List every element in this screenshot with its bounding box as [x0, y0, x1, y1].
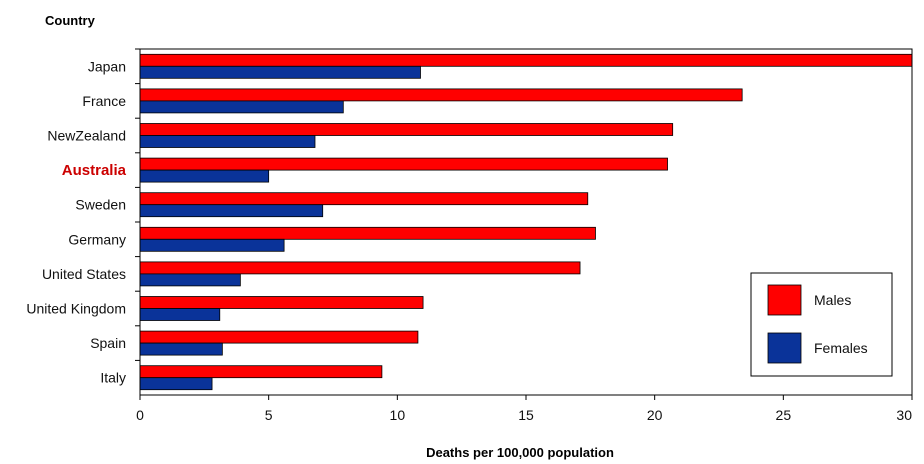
- x-tick-label: 15: [518, 407, 534, 423]
- bar-females-italy: [139, 377, 213, 391]
- category-label: Sweden: [75, 197, 126, 213]
- category-label: Spain: [90, 335, 126, 351]
- bar-males-united-states: [139, 261, 581, 275]
- bar-females-spain: [139, 342, 223, 356]
- legend-swatch-males: [767, 284, 802, 316]
- bar-males-spain: [139, 330, 419, 344]
- x-axis-title: Deaths per 100,000 population: [426, 445, 614, 460]
- bar-females-australia: [139, 169, 270, 183]
- category-label: United States: [42, 266, 126, 282]
- category-label: Australia: [62, 162, 127, 179]
- bar-females-france: [139, 100, 344, 114]
- legend-label-females: Females: [814, 340, 868, 356]
- category-labels: Japan France NewZealand Australia Sweden Germ…: [26, 48, 140, 386]
- category-label: Japan: [88, 58, 126, 74]
- category-label: Germany: [68, 231, 126, 247]
- legend: Males Females: [750, 272, 893, 377]
- x-tick-label: 25: [776, 407, 792, 423]
- bar-males-australia: [139, 157, 668, 171]
- x-tick-label: 10: [390, 407, 406, 423]
- bar-males-sweden: [139, 192, 589, 206]
- bar-males-italy: [139, 365, 383, 379]
- category-label: France: [82, 93, 126, 109]
- x-tick-label: 5: [265, 407, 273, 423]
- bar-females-sweden: [139, 204, 324, 218]
- bar-females-newzealand: [139, 135, 316, 148]
- bar-males-japan: [139, 53, 913, 67]
- x-axis-ticks: 0 5 10 15 20 25 30: [136, 395, 913, 423]
- x-tick-label: 20: [647, 407, 663, 423]
- legend-swatch-females: [767, 332, 802, 364]
- category-label: United Kingdom: [26, 301, 126, 317]
- bar-males-united-kingdom: [139, 296, 424, 309]
- x-tick-label: 30: [896, 407, 912, 423]
- y-axis-title: Country: [45, 13, 96, 28]
- bar-females-japan: [139, 65, 421, 79]
- bar-males-newzealand: [139, 123, 674, 136]
- bar-females-united-states: [139, 273, 241, 287]
- x-tick-label: 0: [136, 407, 144, 423]
- bar-males-france: [139, 88, 743, 102]
- category-label: NewZealand: [47, 128, 126, 144]
- bar-males-germany: [139, 226, 596, 240]
- legend-label-males: Males: [814, 292, 851, 308]
- bar-females-united-kingdom: [139, 308, 221, 321]
- bar-females-germany: [139, 238, 285, 252]
- category-label: Italy: [100, 370, 126, 386]
